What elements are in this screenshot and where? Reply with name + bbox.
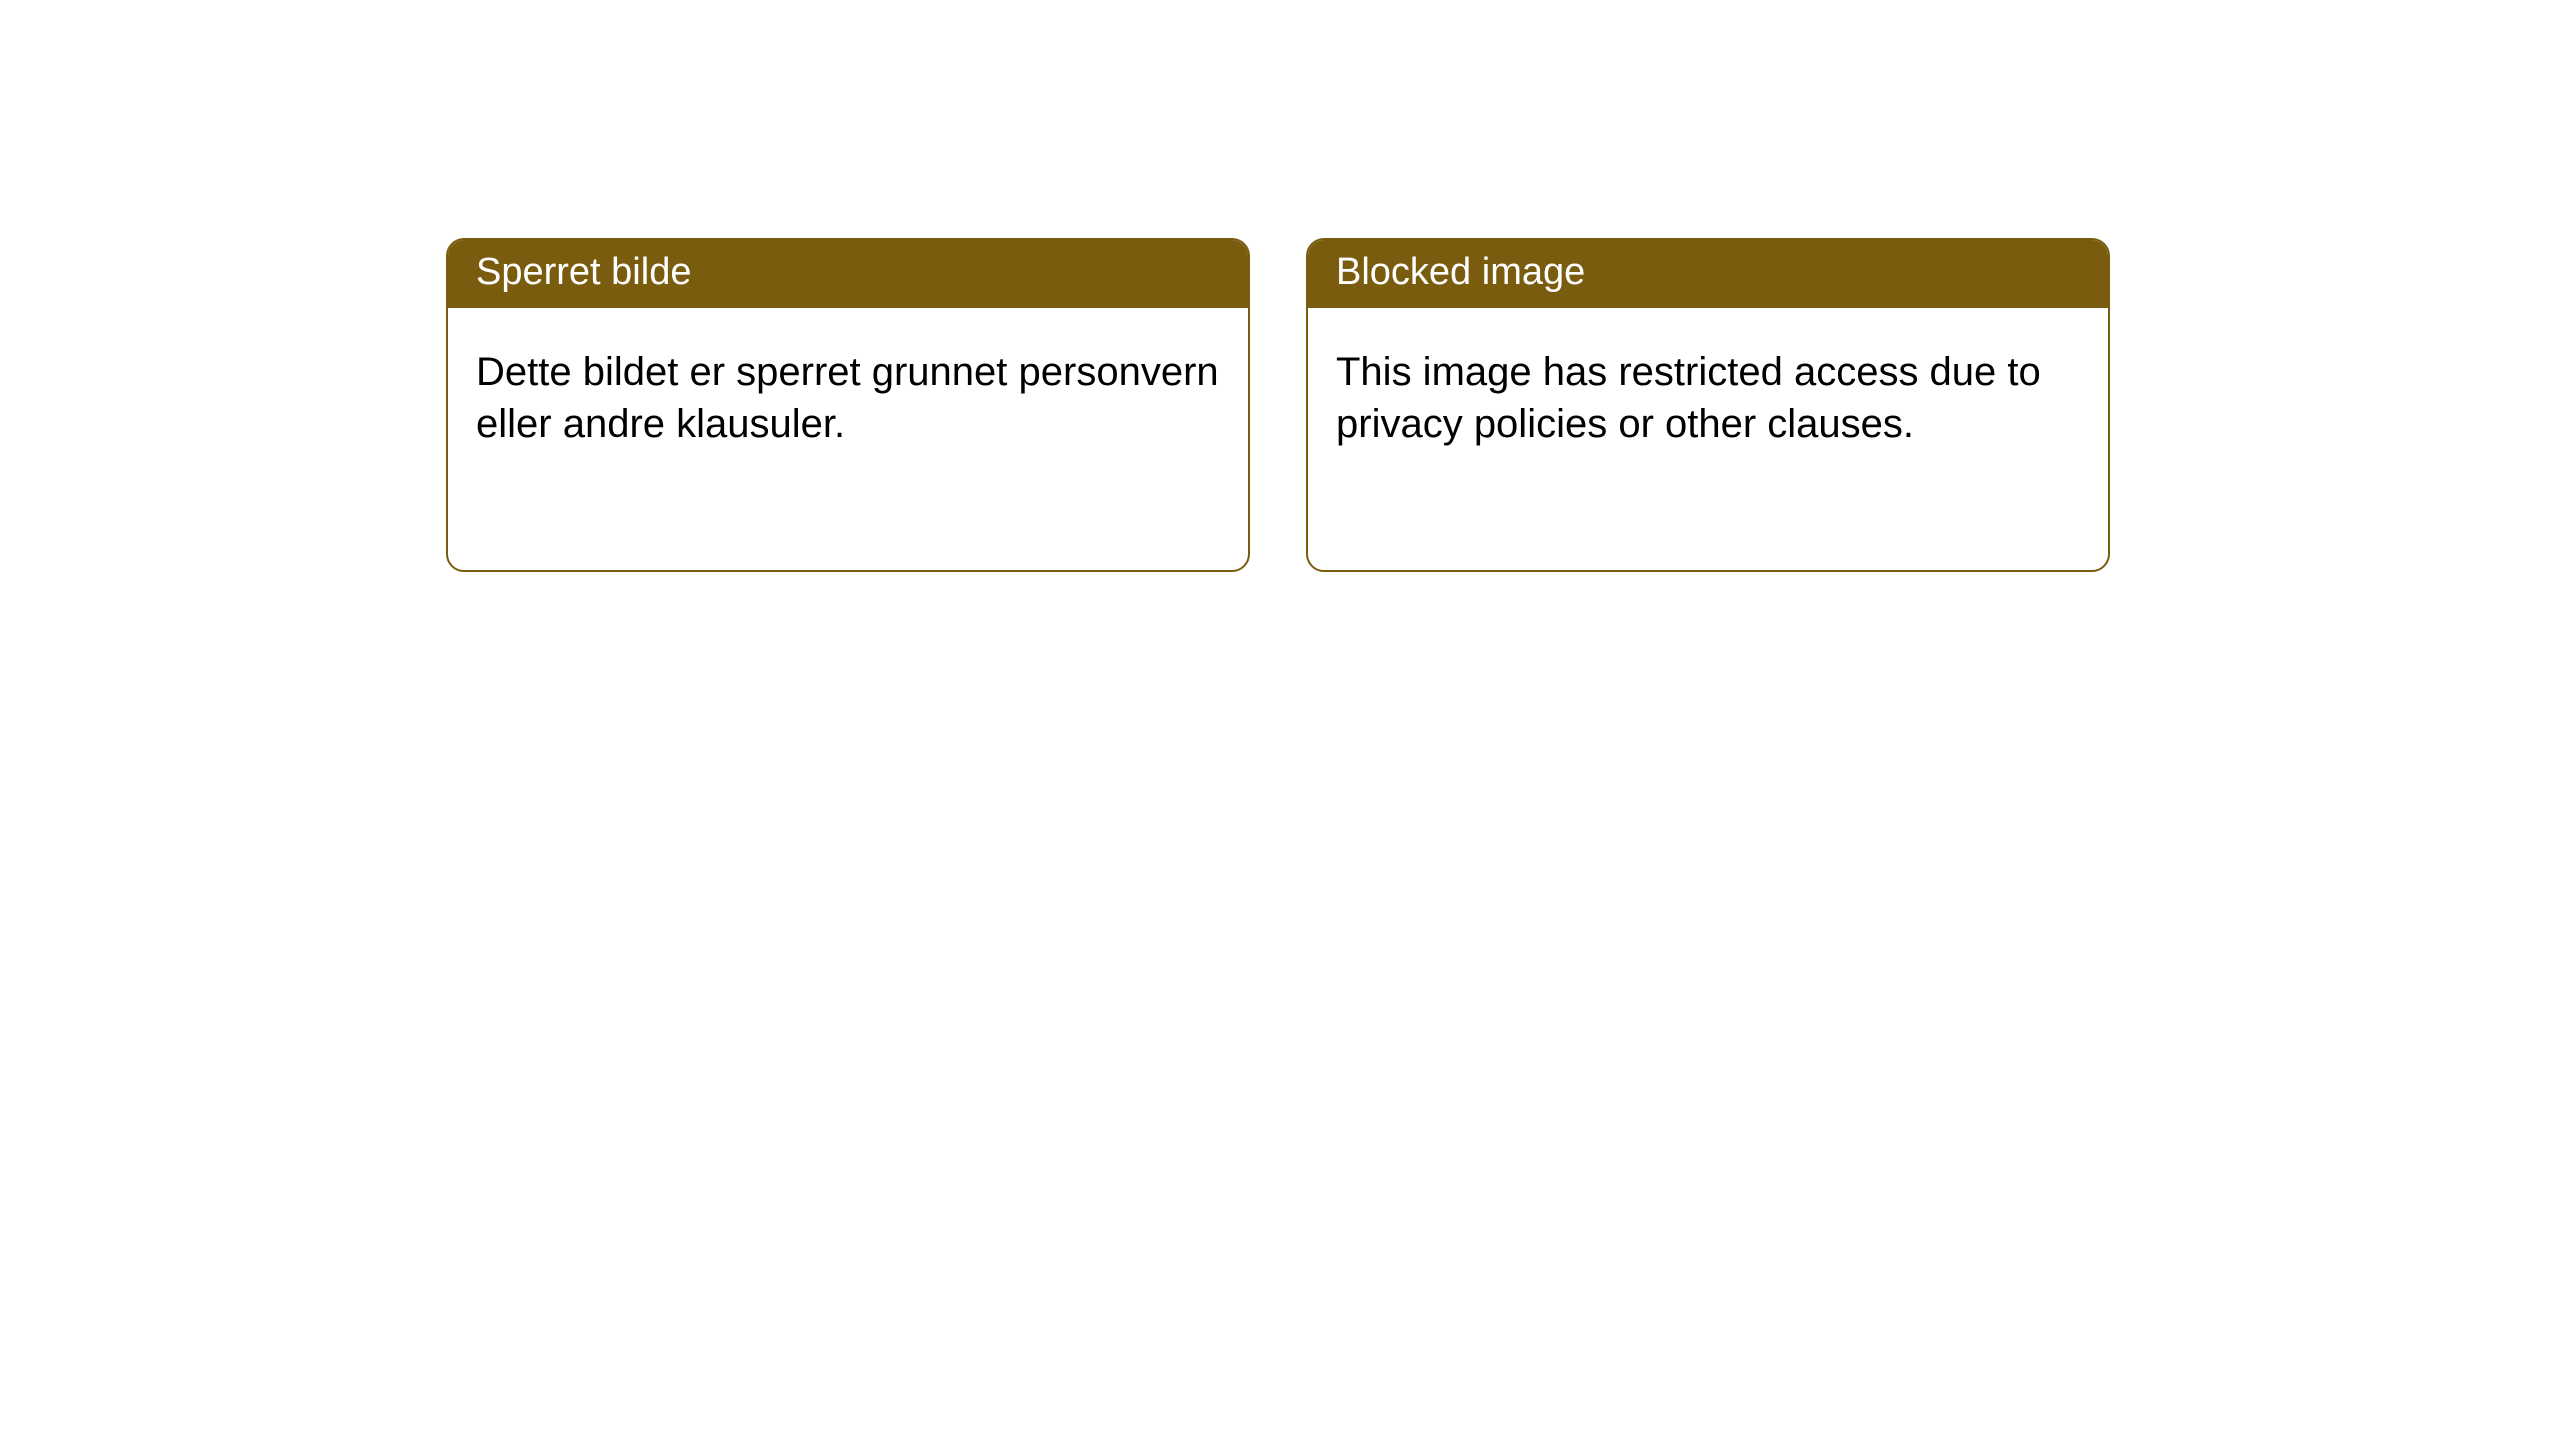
card-body-text: This image has restricted access due to … — [1336, 350, 2041, 446]
blocked-image-card-no: Sperret bilde Dette bildet er sperret gr… — [446, 238, 1250, 572]
card-header: Sperret bilde — [448, 240, 1248, 308]
blocked-image-card-en: Blocked image This image has restricted … — [1306, 238, 2110, 572]
card-row: Sperret bilde Dette bildet er sperret gr… — [0, 0, 2560, 572]
card-header: Blocked image — [1308, 240, 2108, 308]
card-title: Sperret bilde — [476, 251, 691, 293]
card-body: This image has restricted access due to … — [1308, 308, 2108, 478]
card-title: Blocked image — [1336, 251, 1585, 293]
card-body: Dette bildet er sperret grunnet personve… — [448, 308, 1248, 478]
card-body-text: Dette bildet er sperret grunnet personve… — [476, 350, 1219, 446]
